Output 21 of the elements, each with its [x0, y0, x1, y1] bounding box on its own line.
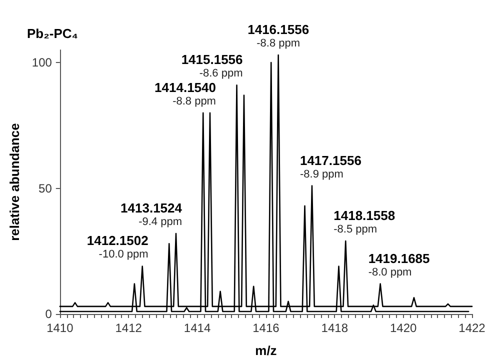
y-tick-label: 50	[38, 181, 52, 196]
x-tick-label: 1416	[252, 321, 280, 335]
x-tick-label: 1422	[458, 321, 486, 335]
y-tick-label: 0	[45, 307, 52, 321]
x-axis-title: m/z	[255, 343, 278, 358]
y-axis-title: relative abundance	[7, 123, 22, 241]
y-tick-label: 100	[32, 56, 52, 70]
x-tick-label: 1410	[46, 321, 74, 335]
annotation: 1413.1524 -9.4 ppm	[120, 200, 183, 228]
annotation: 1417.1556 -8.9 ppm	[300, 152, 362, 180]
x-tick-label: 1418	[321, 321, 348, 335]
annotation: 1414.1540 -8.8 ppm	[154, 80, 216, 108]
x-tick-label: 1420	[390, 321, 417, 335]
x-tick-label: 1412	[115, 321, 142, 335]
annotation: 1415.1556 -8.6 ppm	[181, 52, 243, 80]
chart-title: Pb₂-PC₄	[27, 26, 78, 41]
annotation: 1412.1502 -10.0 ppm	[86, 233, 148, 261]
annotation: 1419.1685 -8.0 ppm	[368, 250, 430, 278]
x-tick-label: 1414	[184, 321, 211, 335]
annotation: 1418.1558 -8.5 ppm	[334, 208, 396, 236]
annotation: 1416.1556 -8.8 ppm	[248, 22, 310, 50]
